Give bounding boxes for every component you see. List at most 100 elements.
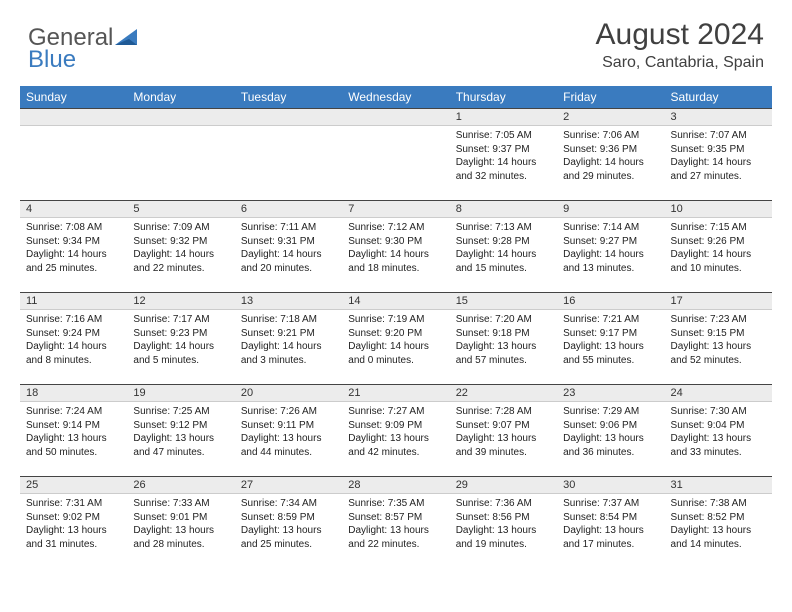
day-content: Sunrise: 7:09 AMSunset: 9:32 PMDaylight:… [127, 218, 234, 279]
day-line: Sunrise: 7:21 AM [563, 313, 658, 327]
day-line: and 39 minutes. [456, 446, 551, 460]
day-number: 17 [665, 292, 772, 310]
day-line: Daylight: 13 hours [241, 432, 336, 446]
day-line: Sunset: 9:11 PM [241, 419, 336, 433]
day-line: Sunrise: 7:37 AM [563, 497, 658, 511]
day-content: Sunrise: 7:34 AMSunset: 8:59 PMDaylight:… [235, 494, 342, 555]
day-line: Sunset: 8:57 PM [348, 511, 443, 525]
day-line: Sunset: 9:15 PM [671, 327, 766, 341]
weekday-header-row: Sunday Monday Tuesday Wednesday Thursday… [20, 86, 772, 108]
day-line: Sunrise: 7:08 AM [26, 221, 121, 235]
day-line: Sunset: 8:52 PM [671, 511, 766, 525]
day-line: Sunrise: 7:25 AM [133, 405, 228, 419]
logo-text-blue: Blue [28, 46, 76, 73]
day-line: Sunrise: 7:11 AM [241, 221, 336, 235]
day-number: 15 [450, 292, 557, 310]
day-number: 12 [127, 292, 234, 310]
day-line: Daylight: 13 hours [133, 524, 228, 538]
calendar-table: Sunday Monday Tuesday Wednesday Thursday… [20, 86, 772, 568]
location-label: Saro, Cantabria, Spain [596, 54, 764, 72]
day-line: Sunset: 9:23 PM [133, 327, 228, 341]
day-line: and 14 minutes. [671, 538, 766, 552]
day-line: and 15 minutes. [456, 262, 551, 276]
page-header: General August 2024 Saro, Cantabria, Spa… [0, 0, 792, 80]
day-line: Daylight: 14 hours [348, 248, 443, 262]
calendar-day-cell: 17Sunrise: 7:23 AMSunset: 9:15 PMDayligh… [665, 292, 772, 384]
day-number: 6 [235, 200, 342, 218]
calendar-day-cell [20, 108, 127, 200]
day-line: Sunrise: 7:09 AM [133, 221, 228, 235]
day-content: Sunrise: 7:33 AMSunset: 9:01 PMDaylight:… [127, 494, 234, 555]
day-line: Sunset: 9:06 PM [563, 419, 658, 433]
day-line: Sunrise: 7:13 AM [456, 221, 551, 235]
day-line: Sunrise: 7:35 AM [348, 497, 443, 511]
day-content: Sunrise: 7:24 AMSunset: 9:14 PMDaylight:… [20, 402, 127, 463]
day-content: Sunrise: 7:14 AMSunset: 9:27 PMDaylight:… [557, 218, 664, 279]
day-line: Daylight: 13 hours [671, 524, 766, 538]
day-number: 23 [557, 384, 664, 402]
day-line: Sunrise: 7:29 AM [563, 405, 658, 419]
day-line: and 8 minutes. [26, 354, 121, 368]
calendar-day-cell: 1Sunrise: 7:05 AMSunset: 9:37 PMDaylight… [450, 108, 557, 200]
calendar-day-cell [235, 108, 342, 200]
day-line: Daylight: 14 hours [563, 248, 658, 262]
day-line: Daylight: 14 hours [133, 248, 228, 262]
day-line: Daylight: 13 hours [456, 340, 551, 354]
day-line: Daylight: 14 hours [563, 156, 658, 170]
day-content: Sunrise: 7:05 AMSunset: 9:37 PMDaylight:… [450, 126, 557, 187]
day-line: Sunrise: 7:27 AM [348, 405, 443, 419]
day-line: Daylight: 14 hours [671, 248, 766, 262]
day-content: Sunrise: 7:07 AMSunset: 9:35 PMDaylight:… [665, 126, 772, 187]
day-content: Sunrise: 7:35 AMSunset: 8:57 PMDaylight:… [342, 494, 449, 555]
day-content [342, 126, 449, 133]
day-line: Daylight: 13 hours [348, 524, 443, 538]
day-line: Sunrise: 7:26 AM [241, 405, 336, 419]
day-content: Sunrise: 7:12 AMSunset: 9:30 PMDaylight:… [342, 218, 449, 279]
day-line: Sunrise: 7:05 AM [456, 129, 551, 143]
day-line: and 5 minutes. [133, 354, 228, 368]
day-line: Sunrise: 7:18 AM [241, 313, 336, 327]
day-content: Sunrise: 7:18 AMSunset: 9:21 PMDaylight:… [235, 310, 342, 371]
day-number: 9 [557, 200, 664, 218]
calendar-day-cell: 5Sunrise: 7:09 AMSunset: 9:32 PMDaylight… [127, 200, 234, 292]
day-line: Daylight: 13 hours [241, 524, 336, 538]
day-line: Sunrise: 7:15 AM [671, 221, 766, 235]
day-line: Daylight: 14 hours [241, 340, 336, 354]
day-line: Daylight: 14 hours [671, 156, 766, 170]
calendar-day-cell: 28Sunrise: 7:35 AMSunset: 8:57 PMDayligh… [342, 476, 449, 568]
day-line: Sunset: 8:59 PM [241, 511, 336, 525]
day-line: Sunset: 9:20 PM [348, 327, 443, 341]
day-number: 16 [557, 292, 664, 310]
day-line: and 32 minutes. [456, 170, 551, 184]
day-line: and 28 minutes. [133, 538, 228, 552]
day-line: and 36 minutes. [563, 446, 658, 460]
day-line: Sunset: 8:54 PM [563, 511, 658, 525]
calendar-day-cell: 26Sunrise: 7:33 AMSunset: 9:01 PMDayligh… [127, 476, 234, 568]
day-content: Sunrise: 7:21 AMSunset: 9:17 PMDaylight:… [557, 310, 664, 371]
calendar-day-cell: 20Sunrise: 7:26 AMSunset: 9:11 PMDayligh… [235, 384, 342, 476]
day-line: Sunrise: 7:28 AM [456, 405, 551, 419]
day-number: 13 [235, 292, 342, 310]
day-line: Sunset: 9:31 PM [241, 235, 336, 249]
calendar-day-cell: 31Sunrise: 7:38 AMSunset: 8:52 PMDayligh… [665, 476, 772, 568]
calendar-day-cell: 2Sunrise: 7:06 AMSunset: 9:36 PMDaylight… [557, 108, 664, 200]
day-line: and 20 minutes. [241, 262, 336, 276]
day-line: Sunset: 9:35 PM [671, 143, 766, 157]
calendar-day-cell: 21Sunrise: 7:27 AMSunset: 9:09 PMDayligh… [342, 384, 449, 476]
day-content: Sunrise: 7:38 AMSunset: 8:52 PMDaylight:… [665, 494, 772, 555]
day-number: 27 [235, 476, 342, 494]
day-line: and 42 minutes. [348, 446, 443, 460]
day-line: and 33 minutes. [671, 446, 766, 460]
calendar-day-cell: 18Sunrise: 7:24 AMSunset: 9:14 PMDayligh… [20, 384, 127, 476]
day-content [235, 126, 342, 133]
day-line: Sunset: 9:24 PM [26, 327, 121, 341]
day-line: Daylight: 14 hours [348, 340, 443, 354]
day-line: Sunset: 9:21 PM [241, 327, 336, 341]
day-number: 4 [20, 200, 127, 218]
day-number: 14 [342, 292, 449, 310]
day-content [20, 126, 127, 133]
day-content [127, 126, 234, 133]
day-number: 7 [342, 200, 449, 218]
day-number: 5 [127, 200, 234, 218]
calendar-day-cell: 4Sunrise: 7:08 AMSunset: 9:34 PMDaylight… [20, 200, 127, 292]
